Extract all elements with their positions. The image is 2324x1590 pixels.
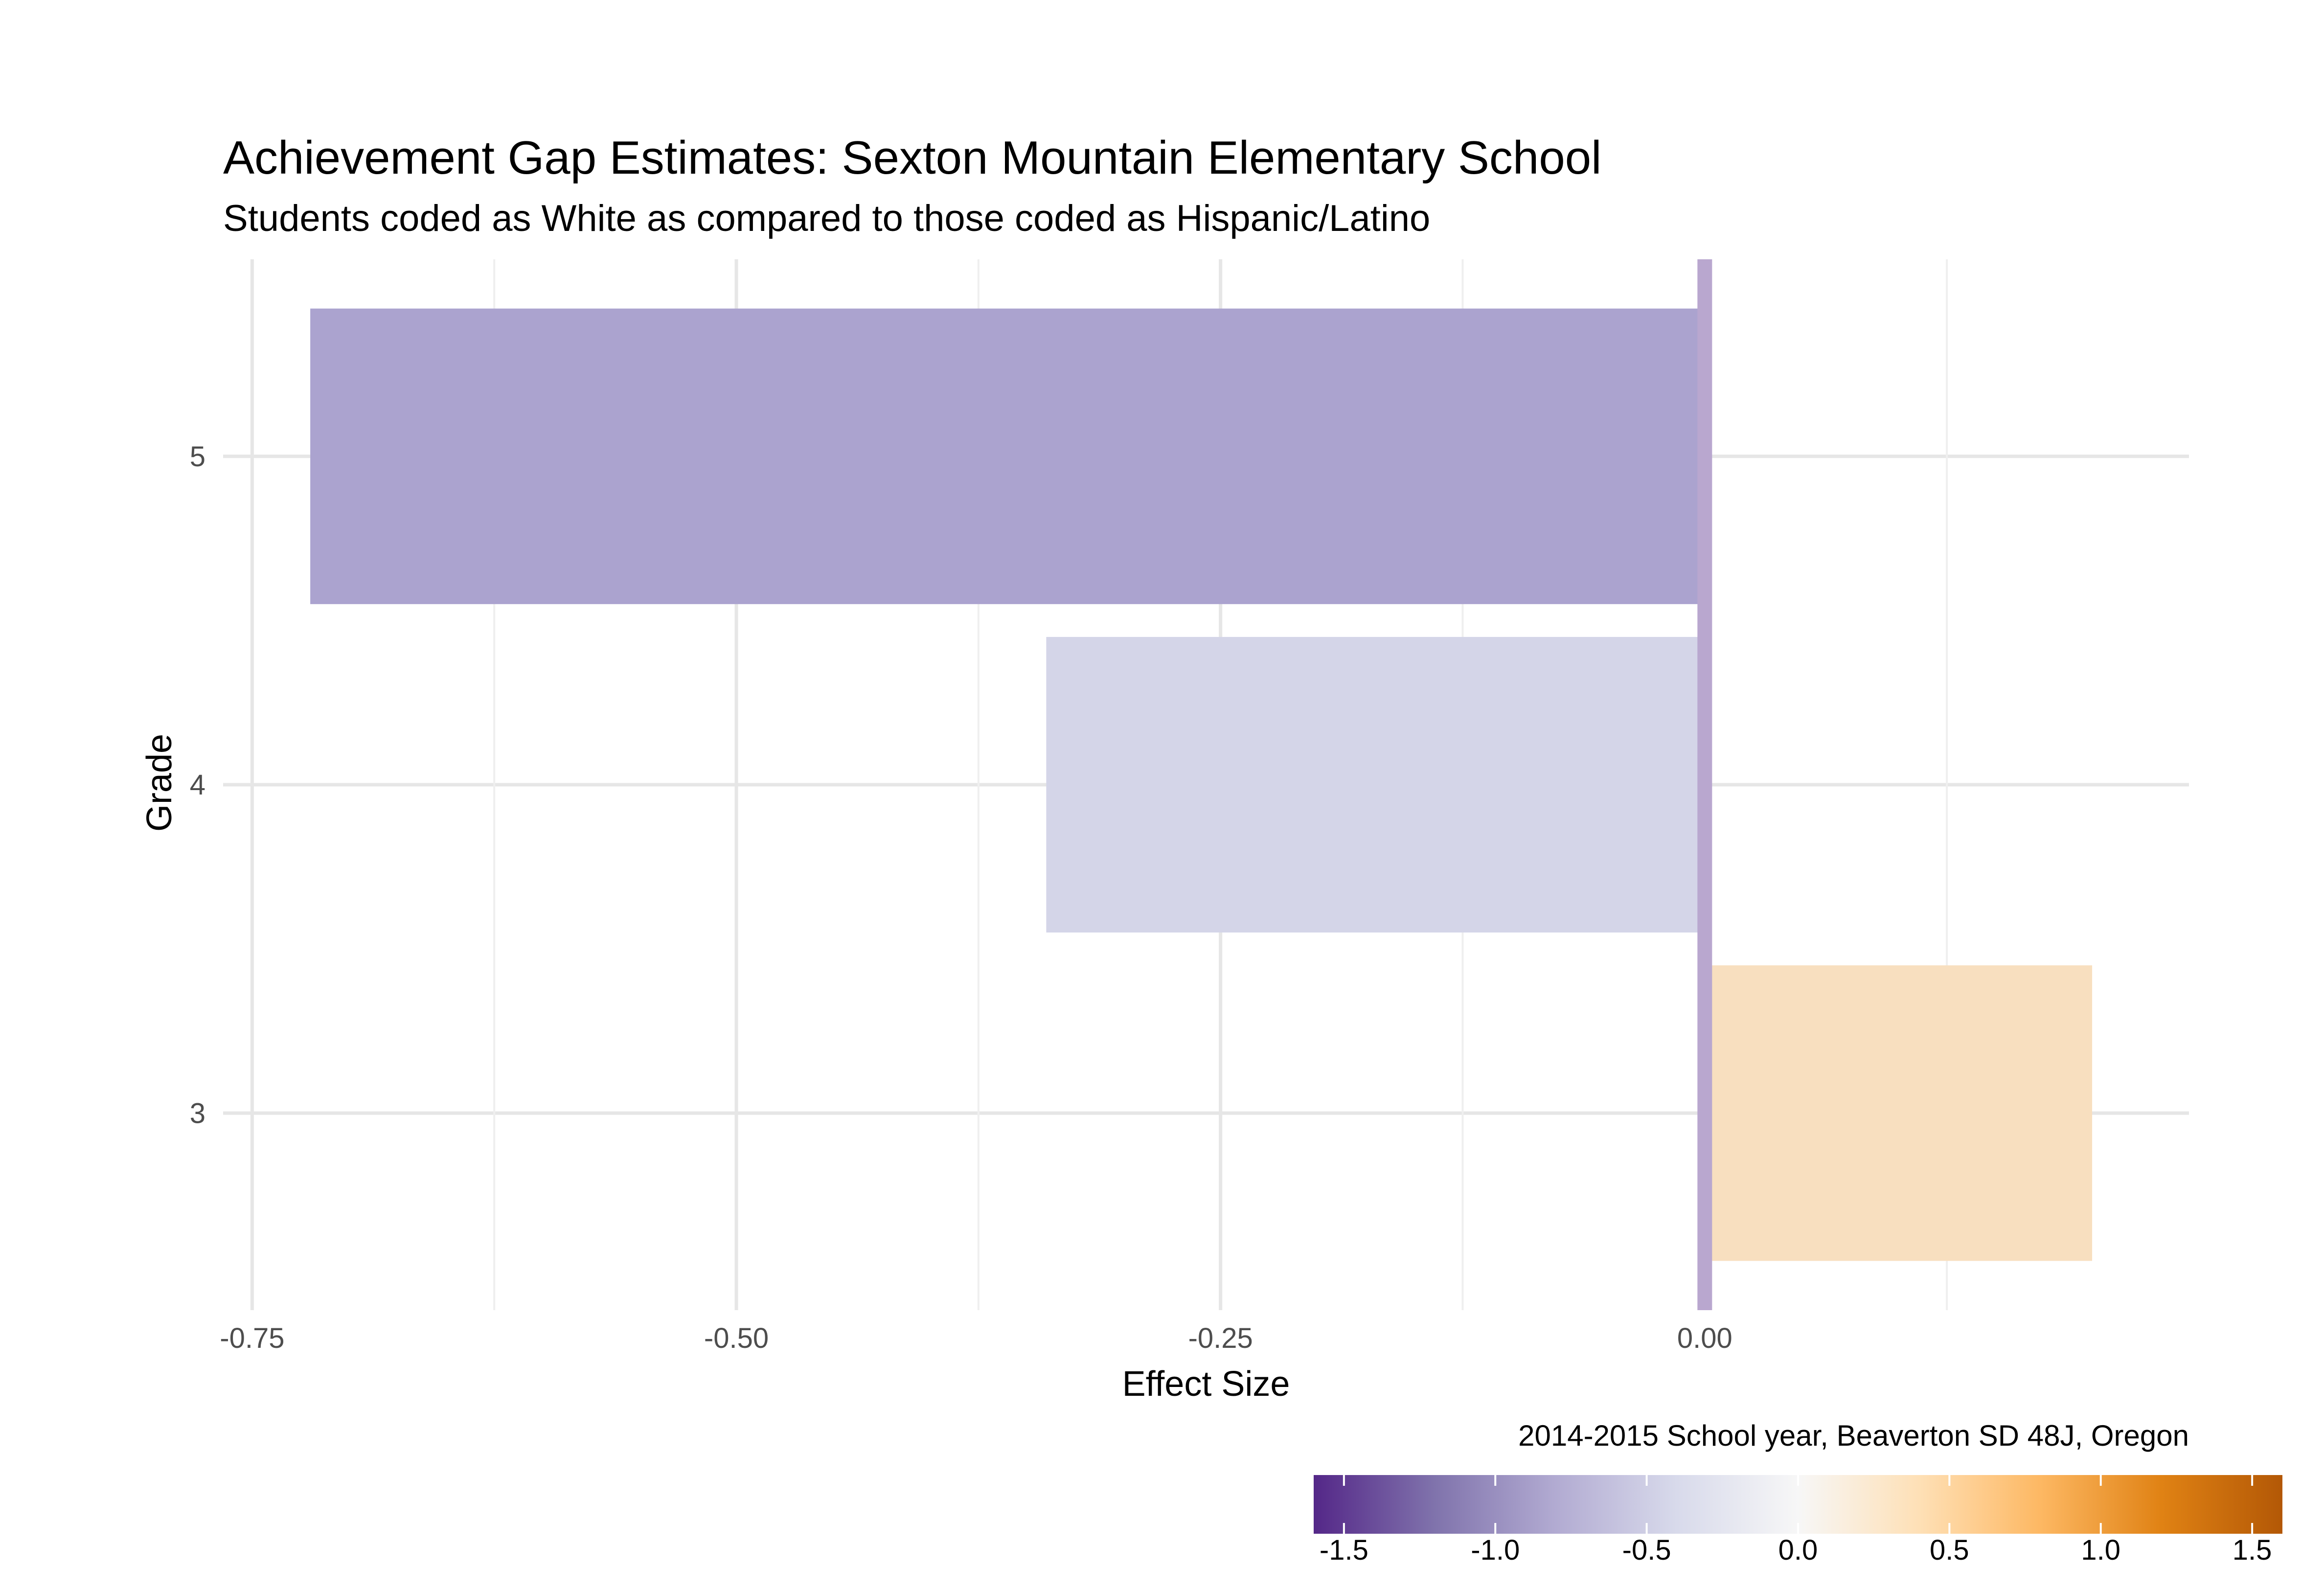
y-axis-tick-labels: 3 4 5 xyxy=(190,441,205,1130)
chart-caption: 2014-2015 School year, Beaverton SD 48J,… xyxy=(1518,1419,2189,1452)
y-axis-label: Grade xyxy=(140,734,179,832)
bar-grade-5 xyxy=(310,308,1705,604)
y-tick-label: 4 xyxy=(190,769,205,801)
x-tick-label: -0.75 xyxy=(220,1322,284,1354)
colorbar-tick-label: -1.0 xyxy=(1471,1534,1520,1566)
x-axis-tick-labels: -0.75 -0.50 -0.25 0.00 xyxy=(220,1322,1732,1354)
colorbar-tick-label: 0.0 xyxy=(1778,1534,1818,1566)
y-tick-label: 3 xyxy=(190,1097,205,1129)
chart-subtitle: Students coded as White as compared to t… xyxy=(223,198,1430,239)
x-tick-label: -0.50 xyxy=(704,1322,769,1354)
colorbar-ticks: -1.5 -1.0 -0.5 0.0 0.5 1.0 1.5 xyxy=(1320,1475,2272,1566)
x-tick-label: -0.25 xyxy=(1188,1322,1253,1354)
chart-title: Achievement Gap Estimates: Sexton Mounta… xyxy=(223,132,1601,184)
colorbar-tick-label: 0.5 xyxy=(1930,1534,1969,1566)
x-axis-label: Effect Size xyxy=(1122,1364,1290,1404)
bar-grade-4 xyxy=(1046,636,1705,933)
y-tick-label: 5 xyxy=(190,441,205,473)
bar-grade-3 xyxy=(1705,965,2093,1261)
colorbar-tick-label: -1.5 xyxy=(1320,1534,1368,1566)
bars xyxy=(310,308,2093,1261)
colorbar-tick-label: 1.5 xyxy=(2233,1534,2272,1566)
x-tick-label: 0.00 xyxy=(1677,1322,1732,1354)
colorbar-legend: -1.5 -1.0 -0.5 0.0 0.5 1.0 1.5 xyxy=(1314,1475,2282,1566)
colorbar-tick-label: -0.5 xyxy=(1622,1534,1671,1566)
colorbar-tick-label: 1.0 xyxy=(2081,1534,2120,1566)
